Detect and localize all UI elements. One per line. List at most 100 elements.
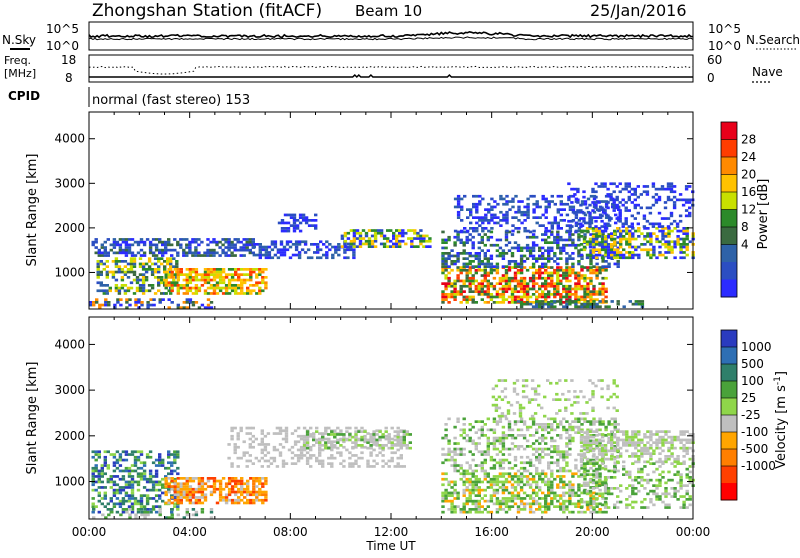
scatter-cell bbox=[526, 236, 529, 239]
scatter-cell bbox=[598, 305, 601, 308]
scatter-cell bbox=[529, 434, 532, 437]
scatter-cell bbox=[595, 266, 598, 269]
scatter-cell bbox=[237, 482, 240, 485]
scatter-cell bbox=[565, 244, 568, 247]
scatter-cell bbox=[137, 508, 140, 511]
scatter-cell bbox=[538, 293, 541, 296]
scatter-cell bbox=[177, 292, 180, 295]
scatter-cell bbox=[441, 500, 444, 503]
scatter-cell bbox=[228, 268, 231, 271]
scatter-cell bbox=[493, 489, 496, 492]
scatter-cell bbox=[444, 429, 447, 432]
scatter-cell bbox=[589, 280, 592, 283]
scatter-cell bbox=[574, 420, 577, 423]
scatter-cell bbox=[562, 247, 565, 250]
scatter-cell bbox=[466, 497, 469, 500]
scatter-cell bbox=[529, 252, 532, 255]
scatter-cell bbox=[505, 239, 508, 242]
scatter-cell bbox=[664, 439, 667, 442]
scatter-cell bbox=[601, 238, 604, 241]
scatter-cell bbox=[529, 236, 532, 239]
scatter-cell bbox=[637, 461, 640, 464]
scatter-cell bbox=[616, 217, 619, 220]
scatter-cell bbox=[649, 436, 652, 439]
scatter-cell bbox=[610, 238, 613, 241]
scatter-cell bbox=[472, 453, 475, 456]
scatter-cell bbox=[673, 447, 676, 450]
scatter-cell bbox=[568, 269, 571, 272]
scatter-cell bbox=[282, 465, 285, 468]
scatter-cell bbox=[460, 434, 463, 437]
scatter-cell bbox=[441, 272, 444, 275]
scatter-cell bbox=[523, 255, 526, 258]
scatter-cell bbox=[375, 462, 378, 465]
scatter-cell bbox=[203, 254, 206, 257]
scatter-cell bbox=[259, 248, 262, 251]
scatter-cell bbox=[565, 445, 568, 448]
scatter-cell bbox=[469, 239, 472, 242]
scatter-cell bbox=[538, 272, 541, 275]
scatter-cell bbox=[444, 434, 447, 437]
scatter-cell bbox=[574, 305, 577, 308]
scatter-cell bbox=[514, 280, 517, 283]
scatter-cell bbox=[472, 280, 475, 283]
scatter-cell bbox=[604, 240, 607, 243]
scatter-cell bbox=[325, 256, 328, 259]
scatter-cell bbox=[425, 245, 428, 248]
scatter-cell bbox=[649, 458, 652, 461]
scatter-cell bbox=[646, 251, 649, 254]
scatter-cell bbox=[381, 444, 384, 447]
scatter-cell bbox=[487, 290, 490, 293]
scatter-cell bbox=[331, 246, 334, 249]
scatter-cell bbox=[502, 453, 505, 456]
scatter-cell bbox=[571, 265, 574, 268]
scatter-cell bbox=[333, 457, 336, 460]
scatter-cell bbox=[165, 279, 168, 282]
scatter-cell bbox=[487, 475, 490, 478]
scatter-cell bbox=[496, 263, 499, 266]
scatter-cell bbox=[116, 301, 119, 304]
scatter-cell bbox=[658, 230, 661, 233]
scatter-cell bbox=[484, 255, 487, 258]
scatter-cell bbox=[113, 505, 116, 508]
scatter-cell bbox=[171, 514, 174, 517]
scatter-cell bbox=[544, 505, 547, 508]
scatter-cell bbox=[327, 427, 330, 430]
scatter-cell bbox=[658, 447, 661, 450]
scatter-cell bbox=[595, 256, 598, 259]
scatter-cell bbox=[369, 433, 372, 436]
scatter-cell bbox=[592, 430, 595, 433]
scatter-cell bbox=[450, 293, 453, 296]
scatter-cell bbox=[559, 249, 562, 252]
scatter-cell bbox=[139, 265, 142, 268]
scatter-cell bbox=[520, 503, 523, 506]
scatter-cell bbox=[511, 434, 514, 437]
scatter-cell bbox=[255, 477, 258, 480]
scatter-cell bbox=[544, 472, 547, 475]
scatter-cell bbox=[165, 480, 168, 483]
scatter-cell bbox=[556, 257, 559, 260]
scatter-cell bbox=[517, 300, 520, 303]
scatter-cell bbox=[514, 497, 517, 500]
scatter-cell bbox=[598, 475, 601, 478]
scatter-cell bbox=[149, 472, 152, 475]
scatter-cell bbox=[487, 263, 490, 266]
scatter-cell bbox=[600, 225, 603, 228]
scatter-cell bbox=[189, 502, 192, 505]
scatter-cell bbox=[631, 235, 634, 238]
scatter-cell bbox=[444, 247, 447, 250]
scatter-cell bbox=[107, 481, 110, 484]
scatter-cell bbox=[304, 251, 307, 254]
scatter-cell bbox=[230, 246, 233, 249]
scatter-cell bbox=[176, 254, 179, 257]
scatter-cell bbox=[685, 185, 688, 188]
scatter-cell bbox=[541, 426, 544, 429]
scatter-cell bbox=[444, 494, 447, 497]
scatter-cell bbox=[121, 276, 124, 279]
scatter-cell bbox=[682, 251, 685, 254]
scatter-cell bbox=[661, 217, 664, 220]
scatter-cell bbox=[331, 254, 334, 257]
scatter-cell bbox=[267, 443, 270, 446]
scatter-cell bbox=[397, 430, 400, 433]
scatter-cell bbox=[514, 420, 517, 423]
